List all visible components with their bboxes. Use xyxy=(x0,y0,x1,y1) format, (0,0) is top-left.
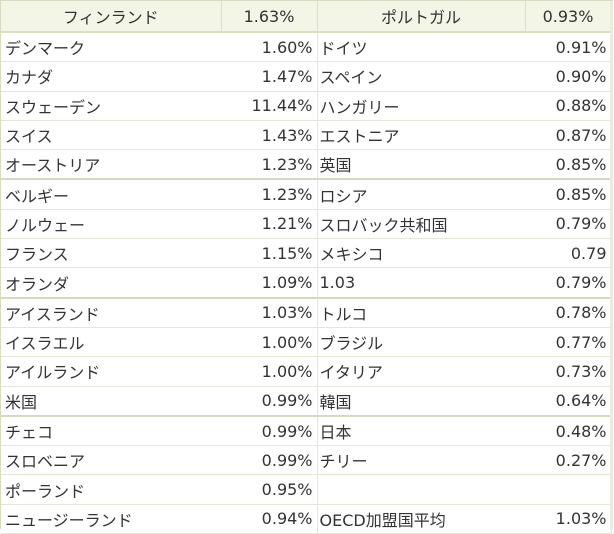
right-country: ドイツ xyxy=(316,32,525,63)
table-row: ベルギー 1.23% ロシア 0.85% xyxy=(1,178,612,210)
right-value: 0.79% xyxy=(525,267,612,299)
right-country: トルコ xyxy=(316,296,525,328)
right-value: 0.79 xyxy=(525,238,612,269)
right-value: 0.85% xyxy=(525,149,612,180)
left-country: アイルランド xyxy=(1,356,221,387)
right-value: 0.77% xyxy=(525,327,612,358)
right-value: 0.64% xyxy=(525,386,612,417)
right-country: エストニア xyxy=(316,120,525,151)
right-value: 0.90% xyxy=(525,61,612,92)
left-value: 1.60% xyxy=(221,32,318,63)
table-row: スイス 1.43% エストニア 0.87% xyxy=(1,120,612,151)
left-country: ベルギー xyxy=(1,178,221,210)
table-row: アイスランド 1.03% トルコ 0.78% xyxy=(1,296,612,328)
table-row: フランス 1.15% メキシコ 0.79 xyxy=(1,238,612,269)
left-value: 0.99% xyxy=(221,386,318,417)
header-left-value: 1.63% xyxy=(221,1,318,33)
left-value: 1.23% xyxy=(221,178,318,210)
left-country: フランス xyxy=(1,238,221,269)
right-country: スロバック共和国 xyxy=(316,209,525,240)
left-country: スウェーデン xyxy=(1,91,221,121)
table-row: アイルランド 1.00% イタリア 0.73% xyxy=(1,356,612,387)
header-right-value: 0.93% xyxy=(525,1,612,33)
left-value: 0.99% xyxy=(221,445,318,476)
right-country: 1.03 xyxy=(316,267,525,299)
right-country: 韓国 xyxy=(316,386,525,417)
left-country: チェコ xyxy=(1,414,221,447)
left-country: カナダ xyxy=(1,61,221,92)
left-value: 1.21% xyxy=(221,209,318,240)
header-right-country: ポルトガル xyxy=(317,1,526,33)
left-value: 0.94% xyxy=(221,504,318,534)
left-country: 米国 xyxy=(1,386,221,417)
right-country: ブラジル xyxy=(316,327,525,358)
left-country: スイス xyxy=(1,120,221,151)
left-value: 11.44% xyxy=(221,91,318,121)
table-row: オランダ 1.09% 1.03 0.79% xyxy=(1,267,612,299)
right-value: 0.73% xyxy=(525,356,612,387)
left-value: 0.95% xyxy=(221,474,318,505)
right-value: 0.91% xyxy=(525,32,612,63)
table-row: カナダ 1.47% スペイン 0.90% xyxy=(1,61,612,92)
left-value: 1.00% xyxy=(221,327,318,358)
right-value: 0.85% xyxy=(525,178,612,210)
left-value: 0.99% xyxy=(221,414,318,447)
left-country: デンマーク xyxy=(1,32,221,63)
left-country: アイスランド xyxy=(1,296,221,328)
left-country: オランダ xyxy=(1,267,221,299)
left-country: ノルウェー xyxy=(1,209,221,240)
left-value: 1.00% xyxy=(221,356,318,387)
table-row: スウェーデン 11.44% ハンガリー 0.88% xyxy=(1,91,612,121)
left-value: 1.43% xyxy=(221,120,318,151)
right-value: 0.27% xyxy=(525,445,612,476)
table-row: オーストリア 1.23% 英国 0.85% xyxy=(1,149,612,180)
left-country: イスラエル xyxy=(1,327,221,358)
left-country: オーストリア xyxy=(1,149,221,180)
left-value: 1.47% xyxy=(221,61,318,92)
table-header-row: フィンランド 1.63% ポルトガル 0.93% xyxy=(1,1,612,33)
right-value xyxy=(525,474,612,505)
right-country: スペイン xyxy=(316,61,525,92)
table-row: イスラエル 1.00% ブラジル 0.77% xyxy=(1,327,612,358)
left-value: 1.09% xyxy=(221,267,318,299)
table-row: ノルウェー 1.21% スロバック共和国 0.79% xyxy=(1,209,612,240)
left-country: スロベニア xyxy=(1,445,221,476)
right-country: 日本 xyxy=(316,414,525,447)
right-edge-bar xyxy=(610,1,613,529)
right-country: OECD加盟国平均 xyxy=(316,504,525,534)
right-country: ロシア xyxy=(316,178,525,210)
table-row: 米国 0.99% 韓国 0.64% xyxy=(1,386,612,417)
left-country: ニュージーランド xyxy=(1,504,221,534)
table-row: ニュージーランド 0.94% OECD加盟国平均 1.03% xyxy=(1,504,612,534)
right-country: ハンガリー xyxy=(316,91,525,121)
right-country: 英国 xyxy=(316,149,525,180)
table-row: スロベニア 0.99% チリー 0.27% xyxy=(1,445,612,476)
right-value: 1.03% xyxy=(525,504,612,534)
table-row: デンマーク 1.60% ドイツ 0.91% xyxy=(1,32,612,63)
table-body: デンマーク 1.60% ドイツ 0.91% カナダ 1.47% スペイン 0.9… xyxy=(1,32,612,534)
left-value: 1.15% xyxy=(221,238,318,269)
table-row: チェコ 0.99% 日本 0.48% xyxy=(1,414,612,447)
left-value: 1.03% xyxy=(221,296,318,328)
left-value: 1.23% xyxy=(221,149,318,180)
left-country: ポーランド xyxy=(1,474,221,505)
right-value: 0.79% xyxy=(525,209,612,240)
right-value: 0.78% xyxy=(525,296,612,328)
header-left-country: フィンランド xyxy=(1,1,222,33)
table-row: ポーランド 0.95% xyxy=(1,474,612,505)
right-country: メキシコ xyxy=(316,238,525,269)
right-value: 0.88% xyxy=(525,91,612,121)
right-country: イタリア xyxy=(316,356,525,387)
right-country xyxy=(316,474,525,505)
right-value: 0.87% xyxy=(525,120,612,151)
right-country: チリー xyxy=(316,445,525,476)
right-value: 0.48% xyxy=(525,414,612,447)
